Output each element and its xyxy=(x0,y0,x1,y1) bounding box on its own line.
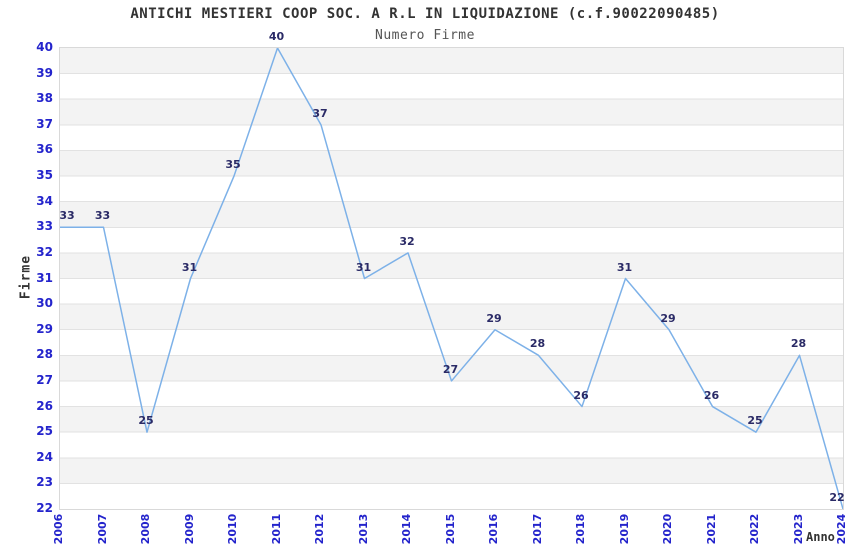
x-tick-label: 2020 xyxy=(661,513,674,545)
x-tick-label: 2008 xyxy=(139,513,152,545)
x-tick-label: 2009 xyxy=(182,513,196,545)
data-point-label: 26 xyxy=(703,388,720,402)
x-tick-label: 2017 xyxy=(530,513,544,545)
data-point-label: 26 xyxy=(573,388,589,402)
data-point-label: 28 xyxy=(790,337,807,351)
x-tick-label: 2021 xyxy=(704,513,718,545)
data-point-label: 40 xyxy=(268,30,285,43)
grid-band xyxy=(60,457,843,484)
data-point-label: 37 xyxy=(312,106,328,120)
y-tick-label: 26 xyxy=(36,398,53,413)
data-point-label: 22 xyxy=(829,491,845,504)
x-tick-label: 2018 xyxy=(574,513,587,545)
data-point-label: 35 xyxy=(225,158,241,172)
plot-area xyxy=(59,47,844,510)
y-tick-label: 39 xyxy=(36,65,53,80)
y-tick-label: 22 xyxy=(36,501,53,515)
grid-band xyxy=(60,355,843,381)
y-tick-label: 24 xyxy=(36,449,53,464)
x-tick-label: 2015 xyxy=(443,513,457,545)
grid-band xyxy=(60,252,843,279)
y-tick-label: 25 xyxy=(36,424,53,439)
data-point-label: 31 xyxy=(355,260,372,274)
y-tick-label: 35 xyxy=(36,168,53,183)
chart-svg xyxy=(60,48,843,509)
x-tick-label: 2023 xyxy=(791,513,805,545)
y-tick-label: 36 xyxy=(36,142,53,157)
data-point-label: 29 xyxy=(486,311,502,325)
y-tick-label: 33 xyxy=(36,219,53,234)
x-tick-label: 2016 xyxy=(487,513,500,545)
data-point-label: 33 xyxy=(59,209,75,223)
y-tick-label: 32 xyxy=(36,244,53,259)
x-tick-label: 2022 xyxy=(748,513,761,545)
y-tick-label: 29 xyxy=(36,321,53,336)
grid-band xyxy=(60,48,843,74)
y-tick-label: 37 xyxy=(36,116,53,131)
x-tick-label: 2010 xyxy=(226,513,239,545)
y-tick-label: 28 xyxy=(36,347,53,362)
line-series xyxy=(60,48,843,509)
x-tick-label: 2012 xyxy=(313,513,326,545)
data-point-label: 27 xyxy=(442,362,459,376)
x-tick-label: 2011 xyxy=(269,513,283,545)
x-tick-label: 2007 xyxy=(95,513,109,545)
data-point-label: 31 xyxy=(616,260,633,274)
grid-band xyxy=(60,150,843,177)
data-point-label: 33 xyxy=(94,209,111,223)
y-tick-label: 31 xyxy=(36,270,53,285)
data-point-label: 28 xyxy=(529,337,546,351)
x-tick-label: 2019 xyxy=(617,513,631,545)
x-tick-label: 2024 xyxy=(835,513,848,545)
x-tick-label: 2006 xyxy=(52,513,65,545)
chart-subtitle: Numero Firme xyxy=(375,28,475,43)
y-tick-label: 38 xyxy=(36,91,53,106)
grid-band xyxy=(60,99,843,125)
y-tick-label: 23 xyxy=(36,475,53,490)
y-tick-label: 40 xyxy=(36,40,53,54)
grid-band xyxy=(60,304,843,330)
grid-band xyxy=(60,201,843,228)
grid-band xyxy=(60,406,843,433)
x-tick-label: 2013 xyxy=(356,513,370,545)
data-point-label: 25 xyxy=(138,414,154,428)
data-point-label: 25 xyxy=(747,414,763,428)
y-tick-label: 30 xyxy=(36,296,53,311)
data-point-label: 32 xyxy=(399,234,415,248)
x-tick-label: 2014 xyxy=(400,513,413,545)
chart-title: ANTICHI MESTIERI COOP SOC. A R.L IN LIQU… xyxy=(130,6,720,22)
y-tick-label: 27 xyxy=(36,372,53,387)
x-axis-label: Anno xyxy=(806,530,835,544)
data-point-label: 31 xyxy=(181,260,198,274)
data-point-label: 29 xyxy=(660,311,676,325)
y-tick-label: 34 xyxy=(36,193,53,208)
